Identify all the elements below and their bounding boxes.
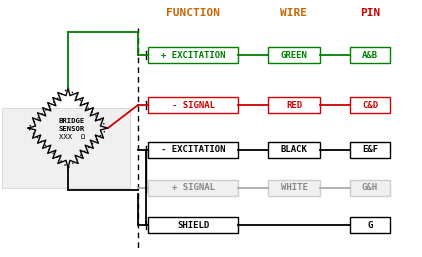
Text: + EXCITATION: + EXCITATION — [161, 50, 225, 60]
Text: - EXCITATION: - EXCITATION — [161, 145, 225, 154]
Bar — [350, 47, 390, 63]
Bar — [148, 47, 238, 63]
Text: BRIDGE: BRIDGE — [59, 118, 85, 124]
Bar — [268, 97, 320, 113]
Bar — [148, 180, 238, 196]
Text: GREEN: GREEN — [281, 50, 308, 60]
Text: A&B: A&B — [362, 50, 378, 60]
Text: BLACK: BLACK — [281, 145, 308, 154]
Bar — [148, 97, 238, 113]
Text: WIRE: WIRE — [281, 8, 308, 18]
Text: G&H: G&H — [362, 183, 378, 192]
Bar — [268, 47, 320, 63]
Bar — [350, 97, 390, 113]
Bar — [350, 142, 390, 158]
Text: PIN: PIN — [360, 8, 380, 18]
Bar — [268, 180, 320, 196]
Text: RED: RED — [286, 100, 302, 109]
Text: - SIGNAL: - SIGNAL — [171, 100, 214, 109]
Bar — [148, 217, 238, 233]
Bar — [350, 180, 390, 196]
Text: XXX  Ω: XXX Ω — [59, 134, 85, 140]
Text: SHIELD: SHIELD — [177, 221, 209, 230]
Text: G: G — [367, 221, 373, 230]
Text: SENSOR: SENSOR — [59, 126, 85, 132]
Bar — [350, 217, 390, 233]
Text: E&F: E&F — [362, 145, 378, 154]
Text: FUNCTION: FUNCTION — [166, 8, 220, 18]
Bar — [148, 142, 238, 158]
Bar — [268, 142, 320, 158]
Bar — [2, 108, 130, 188]
Text: WHITE: WHITE — [281, 183, 308, 192]
Text: C&D: C&D — [362, 100, 378, 109]
Text: + SIGNAL: + SIGNAL — [171, 183, 214, 192]
